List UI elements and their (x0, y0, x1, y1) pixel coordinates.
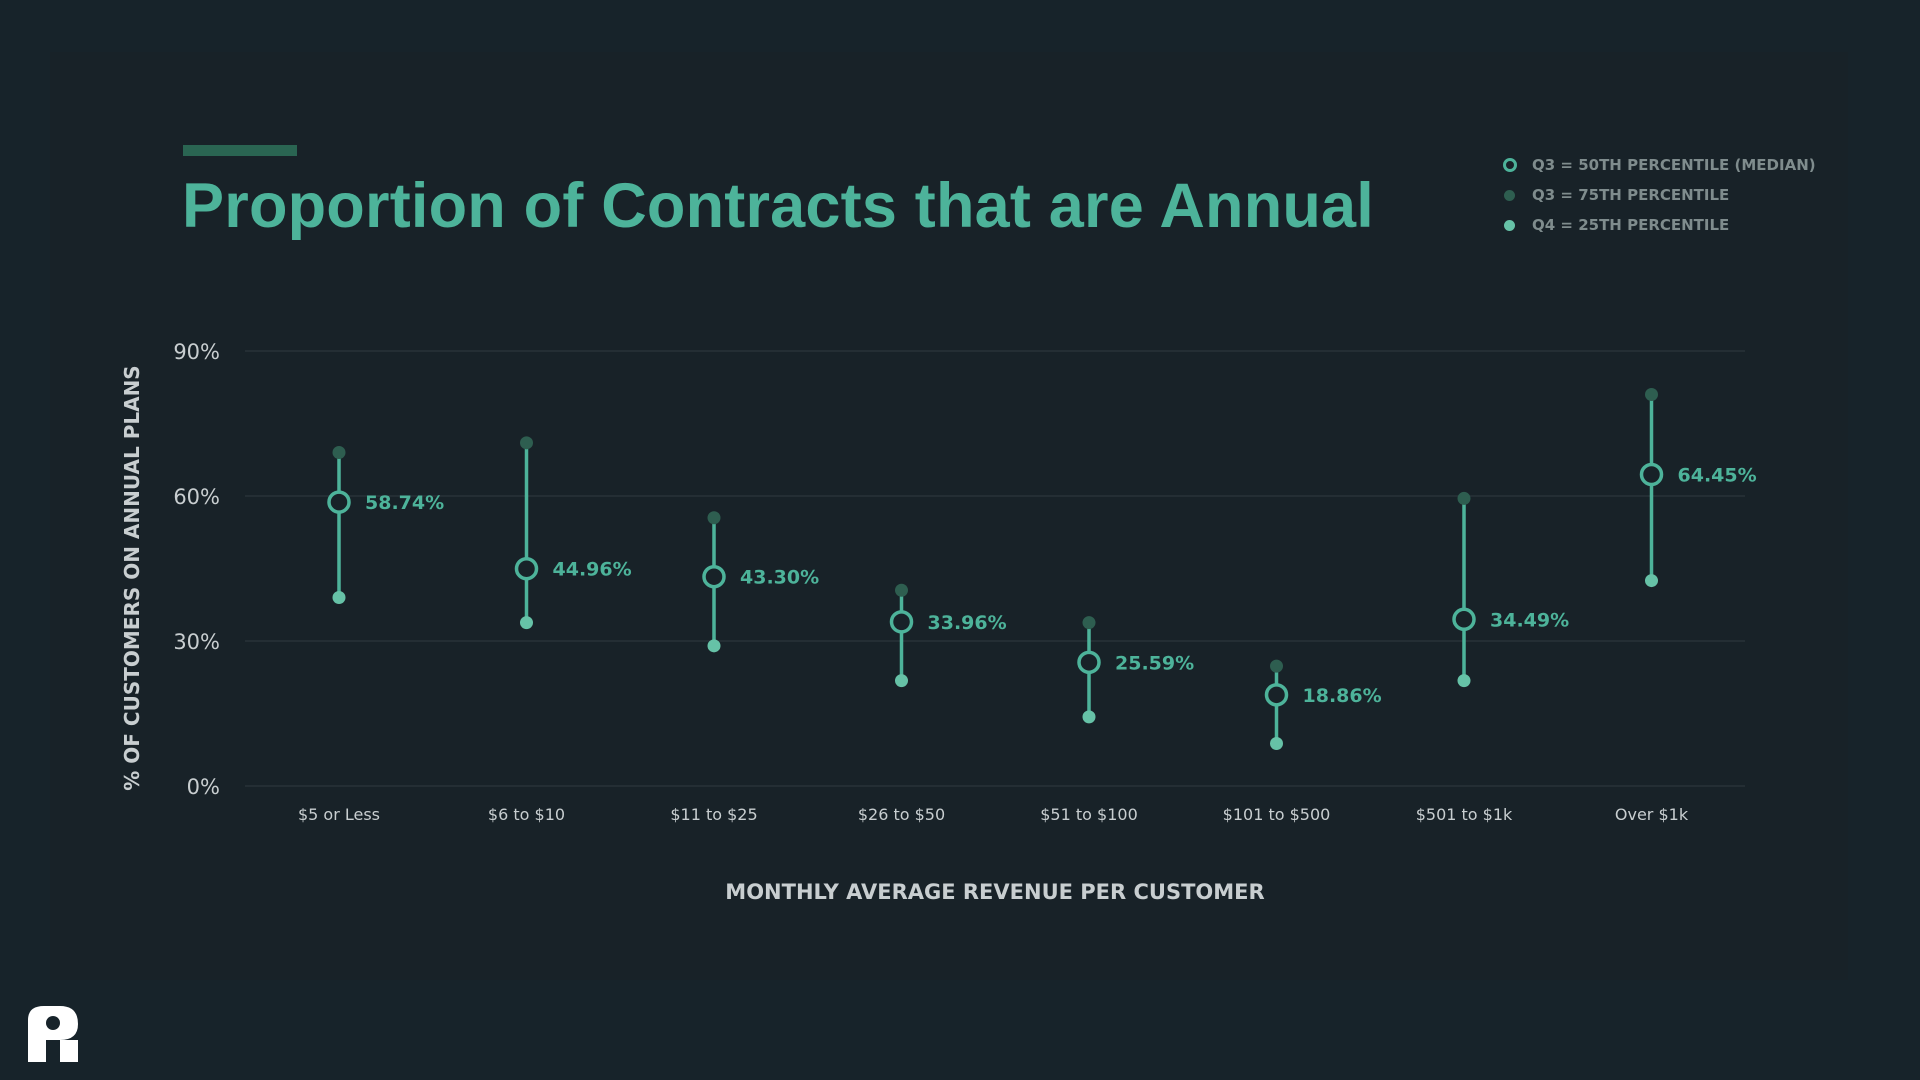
y-tick-label: 30% (173, 630, 220, 654)
q75-point (1082, 616, 1096, 630)
q75-point (1270, 659, 1283, 673)
x-tick-label: $51 to $100 (1040, 805, 1138, 824)
legend-item-q25: Q4 = 25TH PERCENTILE (1500, 210, 1816, 240)
q25-point (707, 639, 721, 653)
x-tick-label: $6 to $10 (488, 805, 565, 824)
median-point (702, 564, 726, 589)
x-tick-label: $5 or Less (298, 805, 380, 824)
legend-label-median: Q3 = 50TH PERCENTILE (MEDIAN) (1532, 156, 1816, 174)
median-point (327, 490, 351, 514)
q25-point (1270, 736, 1283, 750)
x-axis-label: MONTHLY AVERAGE REVENUE PER CUSTOMER (725, 880, 1264, 904)
legend-q75-marker-icon (1500, 185, 1520, 205)
y-axis-label: % OF CUSTOMERS ON ANNUAL PLANS (120, 365, 144, 790)
median-value-label: 25.59% (1115, 652, 1194, 674)
title-accent-bar (183, 145, 297, 156)
legend-item-q75: Q3 = 75TH PERCENTILE (1500, 180, 1816, 210)
q25-point (520, 616, 533, 630)
q75-point (1457, 491, 1471, 505)
median-point (1077, 650, 1101, 675)
legend-label-q25: Q4 = 25TH PERCENTILE (1532, 216, 1730, 234)
chart-card (50, 52, 1848, 980)
q75-point (332, 446, 346, 459)
legend-q25-marker-icon (1500, 215, 1520, 235)
q25-point (1082, 710, 1096, 724)
q75-point (520, 436, 533, 450)
median-point (514, 556, 539, 581)
q75-point (895, 583, 908, 597)
median-value-label: 34.49% (1490, 609, 1569, 631)
q75-point (1645, 388, 1658, 401)
median-value-label: 44.96% (553, 559, 632, 581)
y-tick-label: 0% (187, 775, 220, 799)
median-value-label: 33.96% (928, 612, 1007, 634)
legend: Q3 = 50TH PERCENTILE (MEDIAN) Q3 = 75TH … (1500, 150, 1816, 240)
q25-point (1457, 674, 1471, 688)
legend-median-marker-icon (1500, 155, 1520, 175)
x-tick-label: $11 to $25 (670, 805, 757, 824)
legend-label-q75: Q3 = 75TH PERCENTILE (1532, 186, 1730, 204)
x-tick-label: $26 to $50 (858, 805, 945, 824)
q25-point (332, 591, 346, 604)
median-point (889, 610, 914, 634)
legend-item-median: Q3 = 50TH PERCENTILE (MEDIAN) (1500, 150, 1816, 180)
median-value-label: 18.86% (1303, 685, 1382, 707)
q25-point (1645, 574, 1658, 588)
q75-point (707, 511, 721, 525)
x-tick-label: $101 to $500 (1223, 805, 1331, 824)
brand-logo-icon (28, 1006, 78, 1062)
x-tick-label: Over $1k (1615, 805, 1689, 824)
median-value-label: 58.74% (365, 492, 444, 514)
y-tick-label: 60% (173, 485, 220, 509)
median-point (1452, 607, 1476, 632)
y-tick-label: 90% (173, 340, 220, 364)
median-point (1639, 462, 1664, 487)
median-value-label: 64.45% (1678, 464, 1757, 486)
x-tick-label: $501 to $1k (1416, 805, 1513, 824)
median-value-label: 43.30% (740, 567, 819, 589)
chart-title: Proportion of Contracts that are Annual (182, 171, 1375, 241)
q25-point (895, 674, 908, 688)
median-point (1264, 683, 1289, 707)
